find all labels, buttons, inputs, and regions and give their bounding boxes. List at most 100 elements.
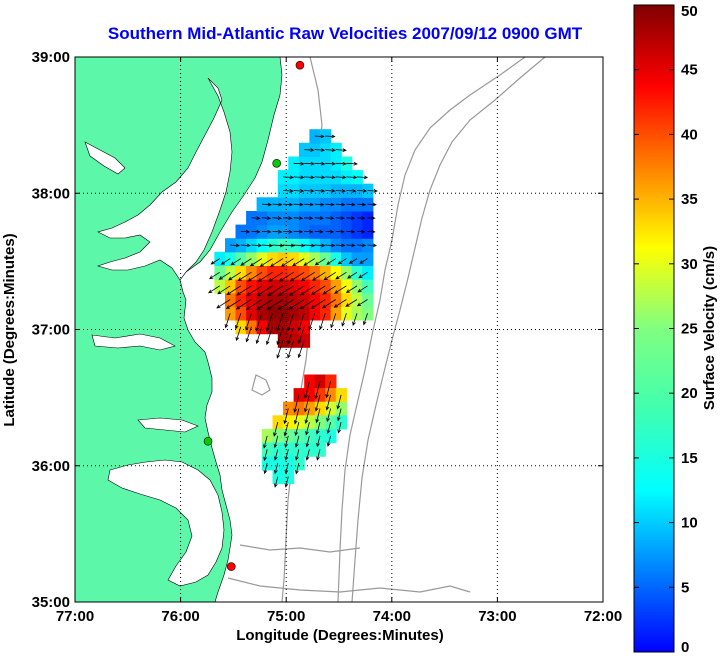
velocity-arrow: [367, 202, 377, 207]
velocity-arrow: [273, 435, 279, 449]
colorbar-tick-label: 20: [681, 385, 698, 402]
velocity-cell: [214, 251, 226, 266]
velocity-arrow: [326, 435, 331, 447]
colorbar-tick-label: 5: [681, 579, 689, 596]
velocity-arrow: [333, 285, 347, 294]
velocity-arrow: [335, 229, 345, 234]
velocity-arrow: [256, 299, 273, 310]
velocity-arrow: [293, 161, 305, 166]
velocity-arrow: [335, 161, 347, 166]
velocity-arrow: [345, 285, 358, 293]
velocity-arrow: [259, 258, 273, 267]
velocity-arrow: [293, 189, 305, 193]
velocity-arrow: [314, 161, 326, 166]
velocity-arrow: [274, 449, 279, 461]
velocity-arrow: [270, 258, 284, 267]
velocity-cell: [362, 251, 374, 266]
velocity-arrow: [326, 421, 331, 435]
velocity-cell: [288, 265, 300, 280]
velocity-arrow: [346, 216, 356, 220]
velocity-arrow: [246, 285, 263, 296]
velocity-arrow: [316, 449, 321, 461]
velocity-arrow: [304, 381, 310, 399]
velocity-arrow: [358, 271, 368, 279]
velocity-cell: [341, 279, 353, 294]
x-tick-label: 73:00: [478, 608, 516, 625]
velocity-arrow: [299, 285, 315, 296]
velocity-cell: [277, 320, 289, 335]
velocity-cell: [277, 306, 289, 321]
velocity-cell: [304, 415, 316, 430]
velocity-arrow: [346, 161, 358, 166]
velocity-arrow: [284, 449, 289, 461]
velocity-arrow: [325, 161, 336, 166]
velocity-arrow: [336, 394, 342, 410]
velocity-cell: [256, 292, 268, 307]
velocity-cell: [304, 401, 316, 416]
velocity-arrow: [325, 134, 336, 139]
velocity-arrow: [325, 229, 335, 234]
velocity-cell: [341, 251, 353, 266]
river-inlet-2: [84, 141, 126, 175]
velocity-arrow: [325, 243, 336, 248]
velocity-cell: [304, 388, 316, 403]
velocity-cell: [351, 265, 363, 280]
velocity-arrow: [314, 216, 325, 220]
velocity-arrow: [323, 271, 337, 281]
velocity-cell: [235, 251, 247, 266]
velocity-arrow: [335, 243, 346, 248]
velocity-arrow: [274, 476, 279, 488]
y-tick-label: 35:00: [32, 594, 70, 611]
velocity-arrow: [314, 258, 326, 266]
velocity-cell: [225, 292, 237, 307]
velocity-arrow: [335, 175, 347, 180]
velocity-cell: [235, 265, 247, 280]
velocity-arrow: [240, 229, 251, 234]
velocity-arrow: [367, 189, 378, 193]
velocity-arrow: [293, 202, 304, 207]
velocity-cell: [288, 279, 300, 294]
velocity-arrow: [263, 449, 268, 462]
x-tick-label: 72:00: [584, 608, 622, 625]
velocity-cell: [309, 292, 321, 307]
y-tick-label: 39:00: [32, 49, 70, 66]
velocity-cell: [225, 306, 237, 321]
velocity-arrow: [367, 243, 378, 248]
colorbar-label: Surface Velocity (cm/s): [701, 246, 718, 410]
velocity-arrow: [249, 258, 263, 267]
velocity-arrow: [304, 216, 314, 220]
velocity-arrow: [346, 202, 356, 207]
velocity-arrow: [316, 435, 321, 448]
velocity-arrow: [325, 381, 331, 399]
velocity-arrow: [251, 243, 263, 248]
velocity-cell: [362, 279, 374, 294]
velocity-arrow: [263, 435, 268, 449]
velocity-arrow: [291, 258, 305, 267]
velocity-arrow: [304, 189, 315, 193]
velocity-cell: [267, 292, 279, 307]
velocity-arrow: [256, 285, 273, 296]
velocity-arrow: [282, 175, 295, 180]
y-tick-label: 38:00: [32, 185, 70, 202]
velocity-arrow: [272, 202, 283, 207]
velocity-arrow: [303, 258, 315, 266]
velocity-arrow: [294, 421, 300, 436]
colorbar-tick-label: 35: [681, 191, 698, 208]
velocity-arrow: [348, 258, 358, 264]
velocity-cell: [330, 251, 342, 266]
velocity-arrow: [293, 394, 300, 413]
velocity-arrow: [293, 175, 305, 180]
station-marker: [272, 158, 281, 168]
velocity-arrow: [273, 421, 279, 437]
x-tick-label: 74:00: [373, 608, 411, 625]
velocity-cell: [341, 292, 353, 307]
velocity-cell: [320, 279, 332, 294]
velocity-arrow: [282, 189, 294, 193]
velocity-arrow: [230, 243, 241, 248]
velocity-arrow: [276, 340, 284, 359]
velocity-cell: [351, 292, 363, 307]
velocity-arrow: [268, 271, 284, 282]
velocity-arrow: [314, 381, 321, 400]
velocity-arrow: [289, 271, 305, 282]
velocity-cell: [277, 265, 289, 280]
